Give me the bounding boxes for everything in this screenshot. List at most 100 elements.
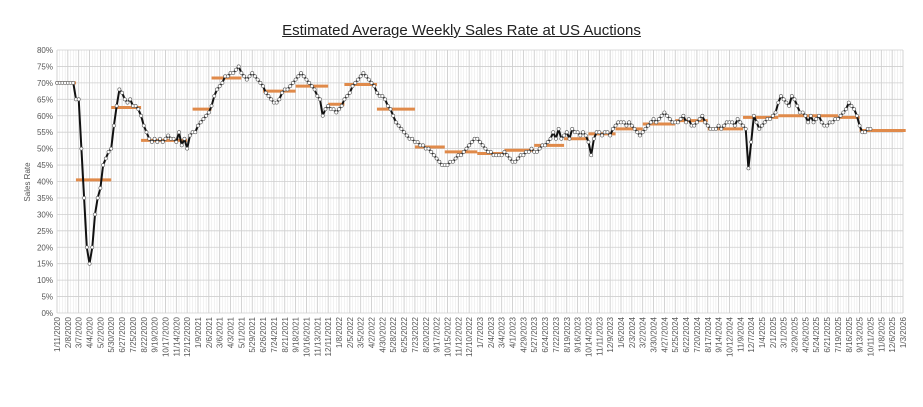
- data-point: [217, 84, 222, 89]
- data-point: [469, 140, 474, 144]
- data-point: [429, 150, 434, 154]
- data-point: [304, 77, 309, 82]
- data-point: [852, 107, 857, 112]
- data-point: [158, 136, 162, 141]
- data-point: [589, 153, 594, 158]
- data-point: [369, 80, 374, 85]
- x-tick-label: 8/20/2022: [422, 316, 431, 352]
- data-point: [426, 146, 431, 151]
- data-point: [394, 120, 398, 125]
- data-point: [654, 120, 659, 125]
- data-point: [776, 100, 781, 105]
- x-tick-label: 3/6/2021: [216, 316, 225, 348]
- data-point: [627, 120, 632, 125]
- data-point: [326, 103, 331, 108]
- data-point: [787, 103, 792, 108]
- x-tick-label: 11/9/2024: [736, 316, 745, 352]
- data-point: [811, 120, 816, 125]
- data-point: [318, 97, 322, 102]
- y-tick-label: 75%: [37, 62, 53, 71]
- data-point: [662, 110, 667, 115]
- data-point: [830, 120, 835, 125]
- x-tick-label: 2/1/2025: [769, 316, 778, 348]
- data-point: [309, 84, 314, 89]
- data-point: [196, 123, 200, 128]
- x-tick-label: 10/11/2025: [866, 316, 875, 356]
- data-point: [234, 67, 238, 72]
- data-point: [160, 140, 165, 144]
- data-point: [564, 130, 569, 135]
- data-point: [535, 150, 539, 154]
- data-point: [548, 136, 553, 141]
- data-point: [445, 163, 450, 167]
- data-point: [800, 110, 805, 115]
- data-point: [516, 156, 520, 161]
- data-point: [312, 87, 317, 92]
- data-point: [719, 126, 724, 131]
- data-point: [678, 117, 683, 121]
- data-point: [385, 103, 390, 108]
- data-point: [198, 120, 203, 125]
- data-point: [773, 110, 778, 115]
- data-point: [836, 117, 840, 121]
- data-point: [700, 113, 705, 118]
- data-point: [450, 159, 455, 164]
- data-point: [583, 133, 588, 138]
- data-point: [537, 146, 542, 151]
- data-point: [808, 113, 813, 118]
- data-point: [79, 146, 84, 151]
- x-tick-label: 10/17/2020: [161, 316, 170, 357]
- x-tick-label: 9/18/2021: [292, 316, 301, 352]
- x-tick-label: 5/1/2021: [237, 316, 246, 348]
- data-point: [253, 74, 257, 79]
- x-tick-label: 7/22/2023: [552, 316, 561, 352]
- data-point: [551, 130, 556, 135]
- x-tick-label: 11/8/2025: [877, 316, 886, 352]
- data-point: [855, 113, 859, 118]
- data-point: [383, 97, 387, 102]
- data-point: [125, 100, 130, 105]
- data-point: [459, 153, 463, 158]
- x-tick-label: 7/24/2021: [270, 316, 279, 352]
- data-point: [714, 126, 718, 131]
- x-tick-label: 3/30/2024: [650, 316, 659, 352]
- data-point: [705, 123, 710, 128]
- data-point: [179, 143, 184, 148]
- x-tick-label: 8/21/2021: [281, 316, 290, 352]
- y-tick-label: 40%: [37, 178, 53, 187]
- y-tick-label: 0%: [41, 309, 53, 318]
- x-tick-label: 9/16/2023: [574, 316, 583, 352]
- data-point: [735, 117, 740, 121]
- y-tick-label: 45%: [37, 161, 53, 170]
- x-tick-label: 2/6/2021: [205, 316, 214, 348]
- data-point: [263, 90, 268, 95]
- data-point: [784, 100, 789, 105]
- data-point: [554, 136, 558, 141]
- data-point: [635, 130, 640, 135]
- data-point: [337, 107, 341, 112]
- data-point: [505, 153, 510, 158]
- y-tick-label: 35%: [37, 194, 53, 203]
- data-point: [559, 136, 564, 141]
- data-point: [567, 136, 572, 141]
- x-tick-label: 2/3/2024: [628, 316, 637, 348]
- data-point: [174, 140, 179, 144]
- data-point: [76, 97, 81, 102]
- data-point: [716, 123, 721, 128]
- data-point: [182, 136, 187, 141]
- data-point: [117, 87, 122, 92]
- data-point: [345, 94, 350, 98]
- data-point: [746, 166, 751, 171]
- data-point: [399, 126, 404, 131]
- data-point: [638, 133, 642, 138]
- x-tick-label: 5/27/2023: [530, 316, 539, 352]
- data-point: [301, 74, 306, 79]
- x-tick-label: 8/16/2025: [845, 316, 854, 352]
- data-point: [676, 120, 680, 125]
- y-tick-label: 20%: [37, 243, 53, 252]
- y-tick-label: 25%: [37, 227, 53, 236]
- x-tick-label: 10/14/2023: [584, 316, 593, 357]
- x-tick-label: 1/4/2025: [758, 316, 767, 348]
- data-point: [285, 87, 290, 92]
- x-tick-label: 7/25/2020: [129, 316, 138, 352]
